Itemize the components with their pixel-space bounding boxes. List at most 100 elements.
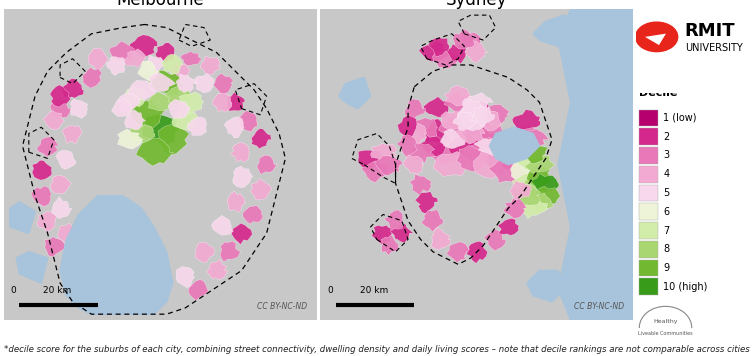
Polygon shape bbox=[231, 142, 250, 162]
Polygon shape bbox=[213, 73, 233, 95]
Polygon shape bbox=[136, 138, 173, 166]
Polygon shape bbox=[424, 96, 449, 117]
Polygon shape bbox=[484, 229, 506, 251]
Polygon shape bbox=[408, 143, 435, 163]
Polygon shape bbox=[50, 100, 71, 118]
Polygon shape bbox=[50, 85, 71, 107]
Polygon shape bbox=[498, 218, 520, 235]
Bar bbox=[639, 241, 658, 258]
Polygon shape bbox=[475, 106, 495, 127]
Polygon shape bbox=[243, 205, 263, 224]
Polygon shape bbox=[57, 223, 78, 242]
Polygon shape bbox=[425, 119, 457, 145]
Polygon shape bbox=[251, 129, 271, 149]
Polygon shape bbox=[130, 101, 165, 129]
Polygon shape bbox=[455, 123, 486, 144]
Polygon shape bbox=[461, 93, 493, 113]
Polygon shape bbox=[130, 125, 155, 144]
Polygon shape bbox=[370, 143, 397, 163]
Polygon shape bbox=[118, 93, 140, 114]
Polygon shape bbox=[180, 51, 203, 66]
Polygon shape bbox=[62, 125, 82, 144]
Polygon shape bbox=[137, 61, 159, 82]
Polygon shape bbox=[477, 125, 515, 154]
Polygon shape bbox=[207, 260, 228, 280]
Polygon shape bbox=[440, 129, 467, 149]
Polygon shape bbox=[195, 242, 214, 263]
Text: Study regions: Study regions bbox=[666, 61, 733, 71]
Text: 3: 3 bbox=[664, 151, 670, 161]
Polygon shape bbox=[339, 78, 370, 109]
Polygon shape bbox=[142, 114, 182, 145]
Text: 2: 2 bbox=[664, 132, 670, 142]
Polygon shape bbox=[213, 93, 232, 112]
Polygon shape bbox=[512, 173, 542, 192]
Polygon shape bbox=[51, 197, 72, 219]
Polygon shape bbox=[178, 92, 204, 114]
Text: UNIVERSITY: UNIVERSITY bbox=[685, 42, 743, 53]
Polygon shape bbox=[124, 49, 146, 68]
Polygon shape bbox=[456, 145, 487, 172]
Polygon shape bbox=[405, 99, 426, 120]
Polygon shape bbox=[82, 67, 102, 88]
Polygon shape bbox=[109, 41, 135, 61]
Bar bbox=[639, 222, 658, 239]
Polygon shape bbox=[384, 210, 403, 231]
Polygon shape bbox=[161, 54, 183, 74]
Title: Sydney: Sydney bbox=[446, 0, 507, 9]
Polygon shape bbox=[60, 196, 173, 314]
Polygon shape bbox=[465, 41, 488, 63]
Polygon shape bbox=[224, 117, 244, 138]
Polygon shape bbox=[489, 127, 539, 165]
Polygon shape bbox=[418, 136, 446, 157]
Polygon shape bbox=[37, 211, 57, 232]
Bar bbox=[639, 110, 658, 126]
Polygon shape bbox=[473, 150, 506, 179]
Polygon shape bbox=[187, 117, 207, 135]
Polygon shape bbox=[527, 271, 565, 302]
Polygon shape bbox=[489, 158, 527, 183]
Circle shape bbox=[636, 22, 678, 52]
Polygon shape bbox=[512, 110, 541, 129]
Polygon shape bbox=[43, 111, 65, 130]
Polygon shape bbox=[489, 127, 539, 165]
Polygon shape bbox=[195, 73, 214, 93]
Polygon shape bbox=[508, 125, 537, 143]
Polygon shape bbox=[519, 141, 548, 164]
Text: 7: 7 bbox=[664, 226, 670, 236]
Polygon shape bbox=[461, 31, 481, 49]
Polygon shape bbox=[145, 55, 165, 77]
Bar bbox=[639, 278, 658, 295]
Polygon shape bbox=[518, 129, 549, 147]
Bar bbox=[639, 129, 658, 145]
Polygon shape bbox=[172, 110, 198, 130]
Polygon shape bbox=[257, 155, 277, 174]
Polygon shape bbox=[418, 41, 449, 61]
Polygon shape bbox=[124, 110, 146, 130]
Polygon shape bbox=[10, 202, 35, 233]
Text: Liveable Communities: Liveable Communities bbox=[638, 331, 693, 336]
Polygon shape bbox=[169, 62, 190, 80]
Polygon shape bbox=[211, 215, 233, 235]
Polygon shape bbox=[250, 179, 272, 200]
Polygon shape bbox=[176, 74, 197, 93]
Polygon shape bbox=[95, 286, 114, 307]
Polygon shape bbox=[397, 115, 417, 138]
Polygon shape bbox=[226, 92, 245, 111]
Polygon shape bbox=[527, 271, 565, 302]
Text: CC BY-NC-ND: CC BY-NC-ND bbox=[574, 302, 624, 311]
Polygon shape bbox=[513, 150, 543, 170]
Polygon shape bbox=[457, 104, 486, 124]
Polygon shape bbox=[233, 166, 253, 188]
Polygon shape bbox=[519, 197, 548, 219]
Polygon shape bbox=[533, 15, 577, 46]
Polygon shape bbox=[123, 87, 148, 107]
Polygon shape bbox=[412, 118, 437, 137]
Polygon shape bbox=[60, 196, 173, 314]
Polygon shape bbox=[100, 267, 121, 286]
Text: RMIT: RMIT bbox=[685, 22, 735, 40]
Polygon shape bbox=[534, 186, 561, 206]
Polygon shape bbox=[466, 241, 488, 263]
Polygon shape bbox=[409, 174, 433, 195]
Polygon shape bbox=[452, 29, 477, 49]
